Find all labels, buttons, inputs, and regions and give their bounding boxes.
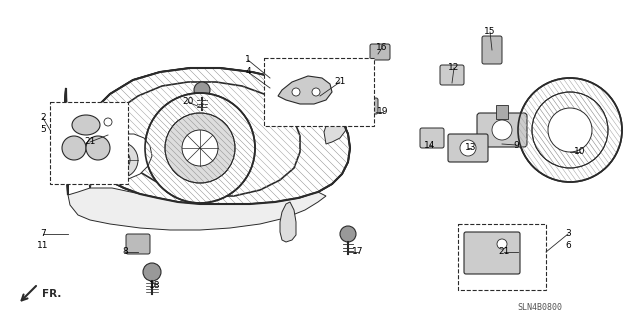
Text: 9: 9 — [513, 140, 519, 150]
Text: 10: 10 — [574, 147, 586, 157]
Circle shape — [518, 78, 622, 182]
Circle shape — [145, 93, 255, 203]
Text: 21: 21 — [84, 137, 96, 146]
FancyBboxPatch shape — [464, 232, 520, 274]
Polygon shape — [65, 68, 350, 204]
Text: 18: 18 — [149, 280, 161, 290]
Bar — [50, 102, 128, 184]
Polygon shape — [88, 82, 300, 196]
Text: 19: 19 — [377, 108, 388, 116]
PathPatch shape — [65, 68, 350, 204]
FancyBboxPatch shape — [126, 234, 150, 254]
Circle shape — [110, 150, 130, 170]
Text: 15: 15 — [484, 27, 496, 36]
Circle shape — [143, 263, 161, 281]
FancyBboxPatch shape — [370, 44, 390, 60]
Circle shape — [312, 88, 320, 96]
Circle shape — [340, 226, 356, 242]
Ellipse shape — [72, 115, 100, 135]
Circle shape — [548, 108, 592, 152]
Circle shape — [532, 92, 608, 168]
Polygon shape — [278, 76, 332, 104]
Polygon shape — [88, 82, 300, 196]
Polygon shape — [280, 202, 296, 242]
Circle shape — [104, 118, 112, 126]
Text: 21: 21 — [499, 248, 509, 256]
FancyBboxPatch shape — [358, 98, 378, 114]
Circle shape — [492, 120, 512, 140]
FancyBboxPatch shape — [448, 134, 488, 162]
FancyBboxPatch shape — [482, 36, 502, 64]
FancyBboxPatch shape — [477, 113, 527, 147]
Text: 3: 3 — [565, 229, 571, 239]
Text: 13: 13 — [465, 144, 477, 152]
Text: 8: 8 — [122, 248, 128, 256]
Circle shape — [165, 113, 235, 183]
Text: 16: 16 — [376, 43, 388, 53]
Text: FR.: FR. — [42, 289, 61, 299]
Text: 6: 6 — [565, 241, 571, 250]
Circle shape — [182, 130, 218, 166]
Polygon shape — [68, 188, 326, 230]
Bar — [264, 58, 374, 126]
Circle shape — [532, 92, 608, 168]
Circle shape — [497, 239, 507, 249]
Bar — [496, 105, 508, 119]
Text: 17: 17 — [352, 248, 364, 256]
Text: 21: 21 — [334, 78, 346, 86]
Circle shape — [518, 78, 622, 182]
Circle shape — [102, 142, 138, 178]
Polygon shape — [322, 72, 348, 144]
Circle shape — [145, 93, 255, 203]
Text: SLN4B0800: SLN4B0800 — [518, 303, 563, 313]
Text: 20: 20 — [182, 98, 194, 107]
Circle shape — [460, 140, 476, 156]
Text: 5: 5 — [40, 125, 46, 135]
Text: 7: 7 — [40, 229, 46, 239]
Text: 4: 4 — [245, 68, 251, 77]
Text: 2: 2 — [40, 114, 46, 122]
FancyBboxPatch shape — [420, 128, 444, 148]
Text: 11: 11 — [37, 241, 49, 250]
Circle shape — [194, 82, 210, 98]
Polygon shape — [65, 68, 350, 204]
Text: 1: 1 — [245, 56, 251, 64]
Text: 14: 14 — [424, 140, 436, 150]
FancyBboxPatch shape — [440, 65, 464, 85]
Bar — [458, 224, 546, 290]
Text: 12: 12 — [448, 63, 460, 72]
Circle shape — [62, 136, 86, 160]
Circle shape — [292, 88, 300, 96]
Polygon shape — [88, 134, 152, 185]
Circle shape — [86, 136, 110, 160]
